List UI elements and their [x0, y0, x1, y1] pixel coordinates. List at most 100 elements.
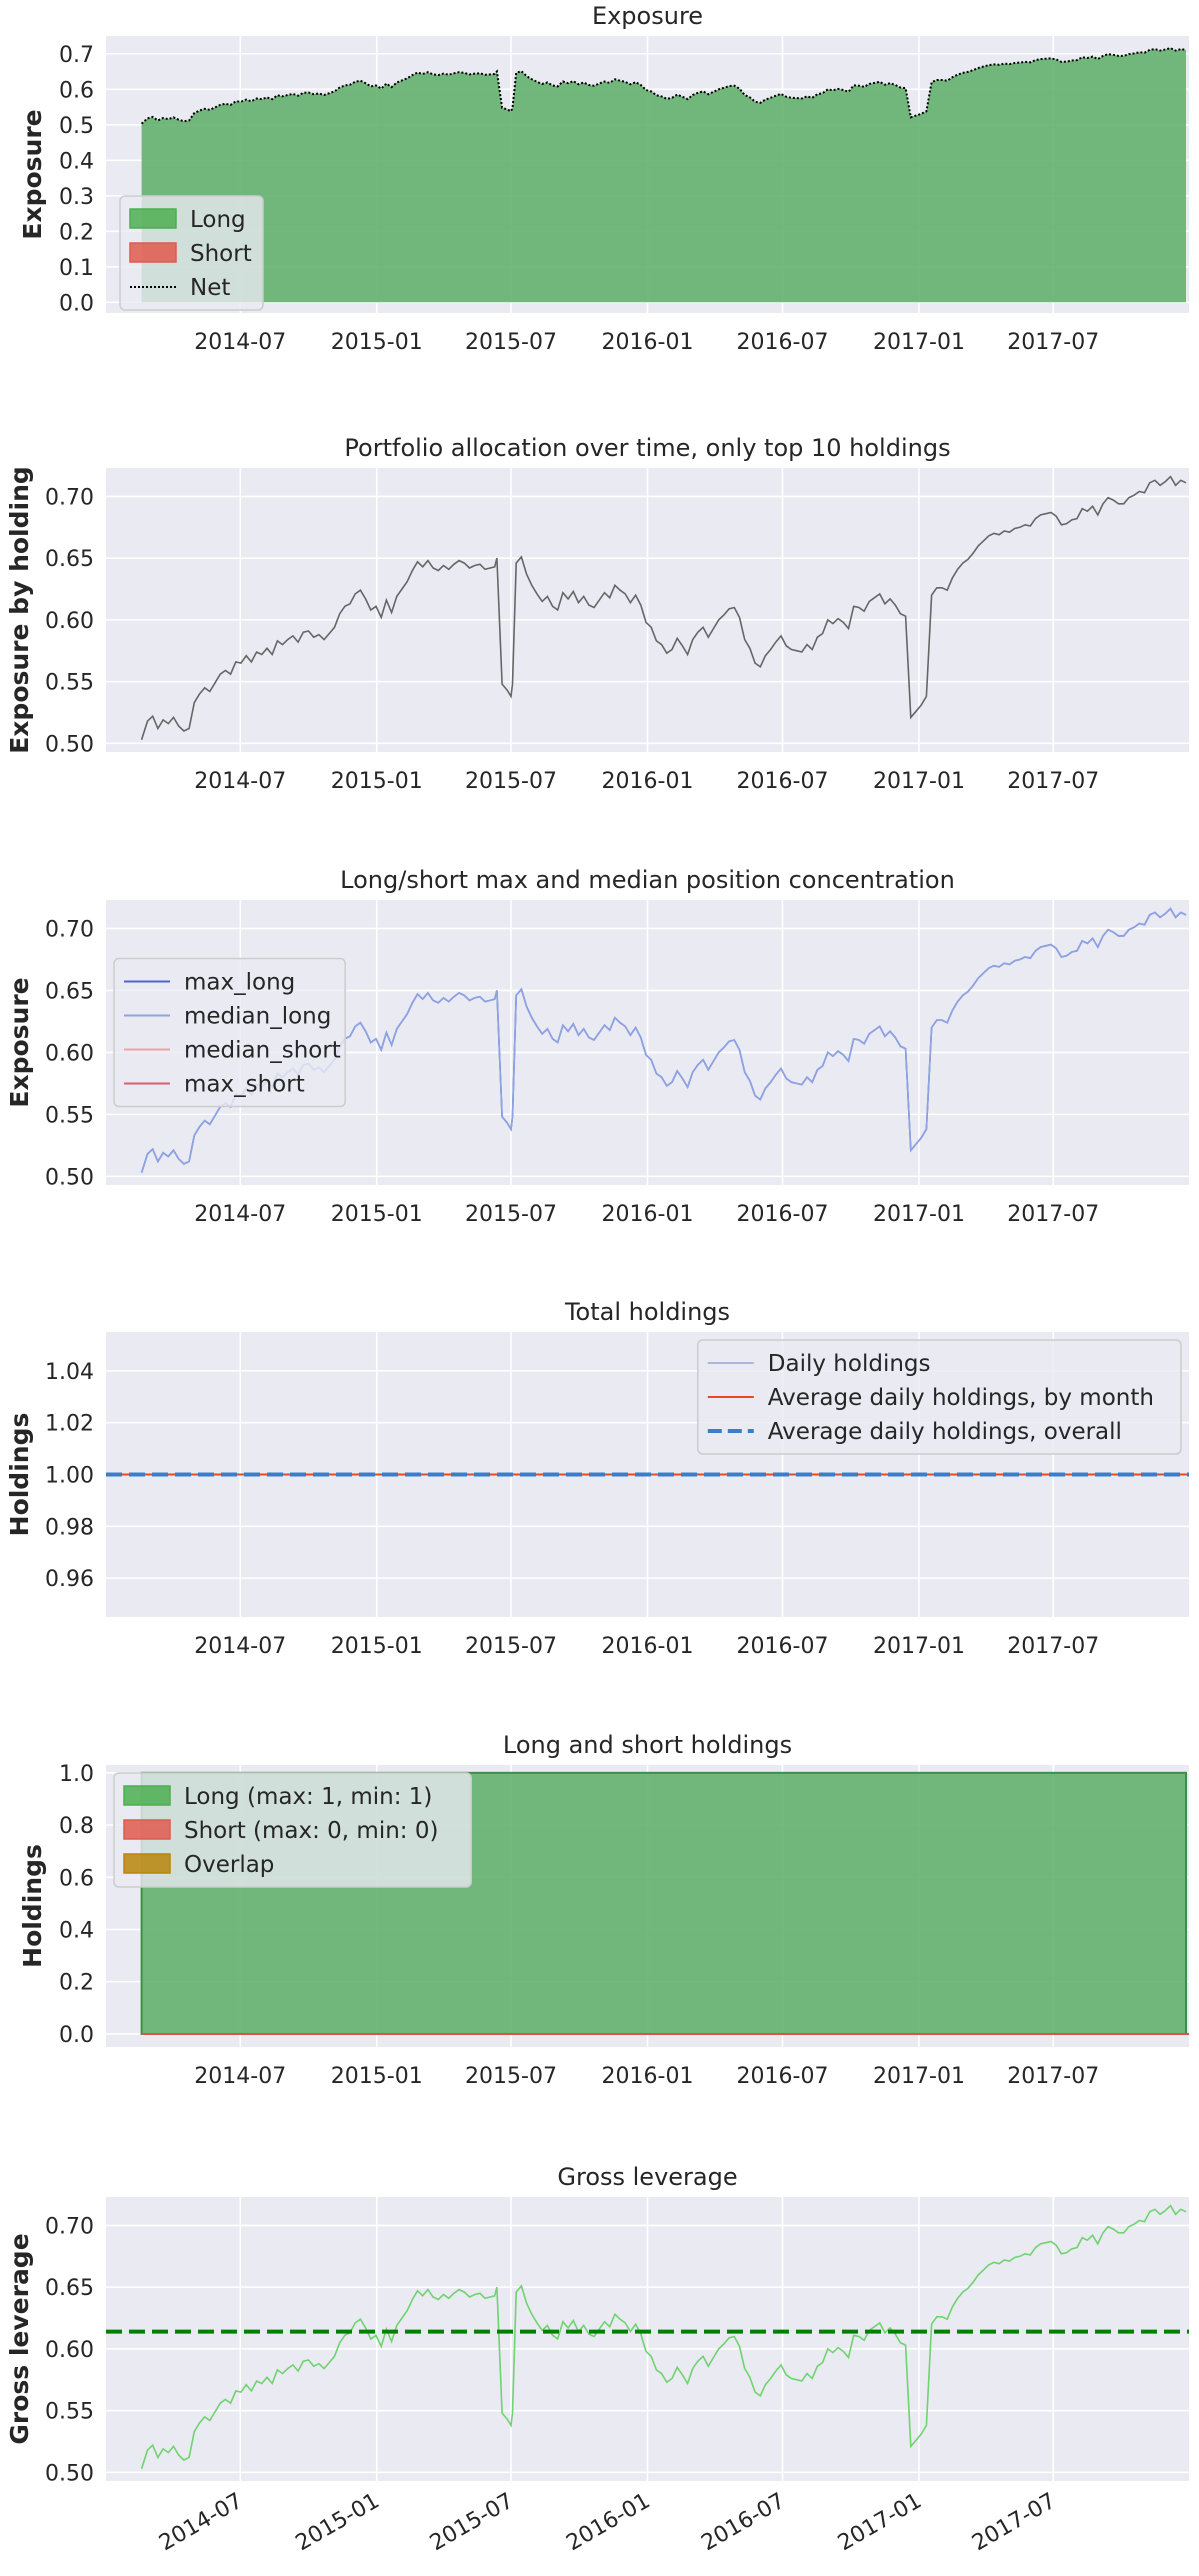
legend-label: Overlap	[184, 1852, 274, 1878]
x-tick-label: 2017-07	[1007, 330, 1099, 355]
legend-swatch-long	[129, 208, 177, 229]
x-tick-label: 2016-01	[602, 769, 694, 794]
x-tick-label: 2017-01	[834, 2489, 926, 2557]
plot-area	[140, 47, 1187, 303]
y-tick-label: 0.55	[45, 1103, 94, 1128]
x-tick-label: 2016-07	[737, 2064, 829, 2089]
legend-label: Short	[190, 241, 252, 267]
x-tick-label: 2015-01	[331, 1634, 423, 1659]
x-tick-label: 2017-01	[873, 1202, 965, 1227]
y-tick-label: 0.65	[45, 979, 94, 1004]
chart-title: Total holdings	[564, 1298, 730, 1326]
x-tick-label: 2016-01	[602, 2064, 694, 2089]
chart-panel-total-holdings: 2014-07 2015-01 2015-07 2016-01 2016-07 2017-…	[5, 1298, 1189, 1659]
x-tick-label: 2015-07	[465, 1634, 557, 1659]
x-tick-label: 2017-01	[873, 2064, 965, 2089]
y-tick-label: 0.65	[45, 2276, 94, 2301]
y-tick-label: 0.0	[59, 291, 94, 316]
y-tick-label: 0.2	[59, 1971, 94, 1996]
x-tick-label: 2017-07	[1007, 2064, 1099, 2089]
x-tick-label: 2015-01	[331, 769, 423, 794]
y-axis-label: Exposure by holding	[5, 466, 34, 754]
x-tick-label: 2015-01	[331, 330, 423, 355]
x-tick-label: 2016-07	[697, 2489, 789, 2557]
x-tick-label: 2015-07	[465, 1202, 557, 1227]
y-tick-label: 0.4	[59, 1919, 94, 1944]
y-tick-label: 0.1	[59, 256, 94, 281]
legend-box	[113, 957, 346, 1108]
series-net-line	[140, 47, 1187, 125]
legend: Long (max: 1, min: 1) Short (max: 0, min:…	[113, 1772, 472, 1888]
x-tick-label: 2015-07	[426, 2489, 518, 2557]
y-tick-label: 0.70	[45, 2214, 94, 2239]
legend: Long Short Net	[119, 195, 264, 311]
x-tick-label: 2015-01	[292, 2489, 384, 2557]
chart-panel-exposure: 2014-07 2015-01 2015-07 2016-01 2016-07 2017-…	[18, 2, 1189, 355]
legend-label: Net	[190, 275, 230, 301]
chart-panel-long-short-max-and-median-position-concentration: 2014-07 2015-01 2015-07 2016-01 2016-07 2017-…	[5, 866, 1189, 1227]
y-tick-label: 0.98	[45, 1515, 94, 1540]
legend: Daily holdings Average daily holdings, by…	[697, 1339, 1182, 1455]
chart-title: Long/short max and median position conce…	[340, 866, 955, 894]
y-axis-label: Exposure	[5, 977, 34, 1107]
y-tick-label: 0.70	[45, 918, 94, 943]
y-axis-label: Holdings	[18, 1844, 47, 1968]
legend-swatch-short	[129, 242, 177, 263]
x-tick-label: 2014-07	[194, 1634, 286, 1659]
y-tick-label: 0.96	[45, 1567, 94, 1592]
legend-label: Long	[190, 207, 246, 233]
y-tick-label: 0.60	[45, 2338, 94, 2363]
y-tick-label: 0.50	[45, 732, 94, 757]
y-tick-label: 0.4	[59, 149, 94, 174]
series-long-area	[141, 48, 1187, 303]
x-tick-label: 2015-01	[331, 1202, 423, 1227]
x-tick-label: 2014-07	[155, 2489, 247, 2557]
legend-label: Average daily holdings, by month	[768, 1385, 1154, 1411]
x-tick-label: 2017-01	[873, 769, 965, 794]
y-tick-label: 1.02	[45, 1412, 94, 1437]
x-tick-label: 2017-07	[968, 2489, 1060, 2557]
x-tick-label: 2017-07	[1007, 1202, 1099, 1227]
y-axis-label: Holdings	[5, 1413, 34, 1537]
legend-box	[113, 1772, 472, 1888]
y-tick-label: 0.0	[59, 2023, 94, 2048]
y-tick-label: 0.65	[45, 547, 94, 572]
y-tick-label: 0.5	[59, 114, 94, 139]
y-tick-label: 0.60	[45, 1041, 94, 1066]
x-tick-label: 2014-07	[194, 1202, 286, 1227]
y-tick-label: 0.2	[59, 220, 94, 245]
legend-swatch-overlap	[123, 1853, 171, 1874]
y-axis-label: Exposure	[18, 109, 47, 239]
x-tick-label: 2015-07	[465, 2064, 557, 2089]
x-tick-label: 2016-07	[737, 330, 829, 355]
x-tick-label: 2016-01	[602, 1202, 694, 1227]
x-tick-label: 2015-07	[465, 330, 557, 355]
x-tick-label: 2017-01	[873, 1634, 965, 1659]
legend-swatch-long-max-1-min-1	[123, 1785, 171, 1806]
x-tick-label: 2016-07	[737, 1202, 829, 1227]
legend-label: max_short	[184, 1072, 305, 1098]
x-tick-label: 2017-07	[1007, 1634, 1099, 1659]
x-tick-label: 2016-07	[737, 769, 829, 794]
y-tick-label: 0.55	[45, 2400, 94, 2425]
series-line-line	[140, 475, 1187, 740]
chart-panel-gross-leverage: 2014-07 2015-01 2015-07 2016-01 2016-07 2017-…	[5, 2163, 1189, 2556]
chart-title: Gross leverage	[557, 2163, 737, 2191]
legend-label: Long (max: 1, min: 1)	[184, 1784, 432, 1810]
x-tick-label: 2015-01	[331, 2064, 423, 2089]
x-tick-label: 2017-01	[873, 330, 965, 355]
legend-label: median_long	[184, 1004, 331, 1030]
x-tick-label: 2014-07	[194, 330, 286, 355]
y-tick-label: 0.3	[59, 185, 94, 210]
y-axis-label: Gross leverage	[5, 2233, 34, 2444]
x-tick-label: 2014-07	[194, 2064, 286, 2089]
legend-swatch-short-max-0-min-0	[123, 1819, 171, 1840]
legend-label: Daily holdings	[768, 1351, 931, 1377]
x-tick-label: 2016-07	[737, 1634, 829, 1659]
plot-area	[106, 2204, 1189, 2469]
x-tick-label: 2017-07	[1007, 769, 1099, 794]
y-tick-label: 1.04	[45, 1360, 94, 1385]
y-tick-label: 1.00	[45, 1464, 94, 1489]
plot-area	[140, 475, 1187, 740]
series-gross-leverage-line	[140, 2204, 1187, 2469]
